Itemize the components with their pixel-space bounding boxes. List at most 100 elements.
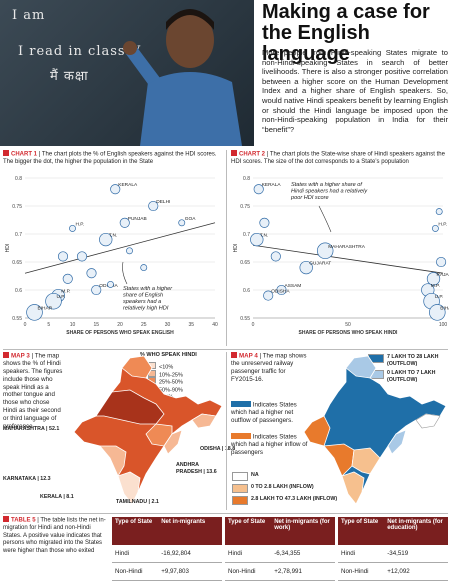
row-divider <box>3 513 448 514</box>
map3-state-label: ODISHA | 18.8 <box>200 446 236 452</box>
table5-caption: TABLE 5 | The table lists the net in-mig… <box>3 516 106 554</box>
migration-tables: Type of State Net in-migrants Hindi -16,92,… <box>112 517 448 582</box>
annotation-arrow <box>318 205 332 233</box>
x-tick-label: 15 <box>93 322 99 328</box>
section-marker-icon <box>231 150 237 156</box>
y-tick-label: 0.7 <box>243 232 250 238</box>
outflow-swatch <box>231 401 251 407</box>
legend-item: 0 TO 2.8 LAKH (INFLOW) <box>232 484 342 493</box>
legend-label: 10%-25% <box>159 372 183 378</box>
scatter-point <box>299 260 313 275</box>
migration-table: Type of State Net in-migrants (for educat… <box>338 517 448 582</box>
point-label: U.P. <box>57 294 66 300</box>
row-divider <box>3 349 448 350</box>
scatter-point <box>436 256 447 268</box>
scatter-point <box>126 247 133 255</box>
point-label: GOA <box>185 216 196 222</box>
legend-label: 0 LAKH TO 7 LAKH (OUTFLOW) <box>387 370 436 383</box>
chart2-annotation: States with a higher share of <box>291 182 363 188</box>
scatter-point <box>270 251 281 262</box>
y-tick-label: 0.65 <box>12 260 22 266</box>
column-divider <box>226 352 227 510</box>
student-illustration <box>123 9 242 146</box>
chart1-annotation: share of English <box>123 293 163 299</box>
legend-swatch <box>232 484 248 493</box>
map4-inflow-note: Indicates States which had a higher infl… <box>231 433 311 457</box>
table-cell: Hindi <box>112 544 159 563</box>
table-header-cell: Type of State <box>112 517 159 545</box>
y-tick-label: 0.55 <box>240 316 250 322</box>
scatter-point <box>99 232 113 247</box>
migration-table: Type of State Net in-migrants (for work) H… <box>225 517 335 582</box>
map3-india-map <box>73 355 223 505</box>
scatter-point <box>263 290 274 301</box>
scatter-point <box>26 304 43 321</box>
point-label: GUJARAT <box>309 261 331 267</box>
header-photo: I am I read in class V मैं कक्षा <box>0 0 254 146</box>
x-tick-label: 50 <box>345 322 351 328</box>
scatter-point <box>316 242 334 260</box>
point-label: KERALA <box>262 182 282 188</box>
scatter-point <box>45 292 62 310</box>
table-cell: Non-Hindi <box>338 562 385 582</box>
table-cell: -16,92,804 <box>158 544 222 563</box>
map4-legend-outflow: 7 LAKH TO 28 LAKH (OUTFLOW) 0 LAKH TO 7 L… <box>368 354 448 386</box>
table-header-cell: Type of State <box>338 517 385 545</box>
table-header-cell: Net in-migrants (for education) <box>384 517 448 545</box>
chart1-caption: CHART 1 | The chart plots the % of Engli… <box>3 150 217 165</box>
table-row: Non-Hindi +2,78,991 <box>225 562 335 582</box>
chart1-annotation: relatively high HDI <box>123 306 169 312</box>
legend-label: <10% <box>159 364 174 371</box>
table-row: Non-Hindi +12,092 <box>338 562 448 582</box>
x-tick-label: 40 <box>212 322 218 328</box>
board-text-line: I am <box>12 8 46 23</box>
page-title: Making a case for the English language <box>262 1 430 65</box>
map3-state-label: KARNATAKA | 12.3 <box>3 476 51 482</box>
point-label: H.P. <box>76 221 85 227</box>
x-tick-label: 30 <box>165 322 171 328</box>
map4-legend-inflow: NA 0 TO 2.8 LAKH (INFLOW) 2.8 LAKH TO 47.3… <box>232 472 342 508</box>
y-tick-label: 0.8 <box>15 176 22 182</box>
point-label: U.P. <box>435 294 444 300</box>
scatter-point <box>57 251 69 262</box>
scatter-point <box>86 268 97 279</box>
map4-tag: MAP 4 <box>239 352 258 360</box>
scatter-point <box>435 208 443 216</box>
y-tick-label: 0.75 <box>240 204 250 210</box>
scatter-point <box>431 224 439 232</box>
map4-outflow-note: Indicates States which had a higher net … <box>231 401 307 425</box>
migration-table: Type of State Net in-migrants Hindi -16,92,… <box>112 517 222 582</box>
chart2-tag: CHART 2 <box>239 151 266 158</box>
point-label: T.N. <box>260 233 269 239</box>
legend-swatch <box>232 496 248 505</box>
table-cell: +9,97,803 <box>158 562 222 582</box>
x-tick-label: 10 <box>70 322 76 328</box>
trend-line <box>252 244 444 274</box>
y-tick-label: 0.6 <box>15 288 22 294</box>
annotation-arrow <box>122 261 128 285</box>
chart2-scatter: 0.8 0.75 0.7 0.65 0.6 0.550 50 100 SHARE OF PERS… <box>233 176 450 336</box>
scatter-point <box>107 280 114 288</box>
table-header-cell: Net in-migrants (for work) <box>271 517 335 545</box>
map3-state-label: PRADESH | 13.6 <box>176 469 217 475</box>
y-axis-label: HDI <box>5 244 11 253</box>
legend-item: 2.8 LAKH TO 47.3 LAKH (INFLOW) <box>232 496 342 505</box>
scatter-point <box>148 200 159 212</box>
table-cell: -34,519 <box>384 544 448 563</box>
map3-state-label: ANDHRA <box>176 462 199 468</box>
legend-item: NA <box>232 472 342 481</box>
chart1-caption-text: The chart plots the % of English speaker… <box>3 151 217 165</box>
point-label: RAJASTHAN <box>437 272 450 278</box>
map4-outflow-text: Indicates States which had a higher net … <box>231 401 297 425</box>
map3-state-label: MAHARASHTRA | 52.1 <box>3 426 60 432</box>
map4-inflow-text: Indicates States which had a higher infl… <box>231 433 308 457</box>
column-divider <box>226 150 227 346</box>
map4-india-map <box>303 355 447 505</box>
section-marker-icon <box>3 516 9 522</box>
y-tick-label: 0.6 <box>243 288 250 294</box>
x-tick-label: 20 <box>117 322 123 328</box>
board-text-line: मैं कक्षा <box>50 69 89 84</box>
table5-caption-text: The table lists the net in-migration for… <box>3 517 106 554</box>
x-tick-label: 0 <box>252 322 255 328</box>
map3-state-label: KERALA | 8.1 <box>40 494 74 500</box>
